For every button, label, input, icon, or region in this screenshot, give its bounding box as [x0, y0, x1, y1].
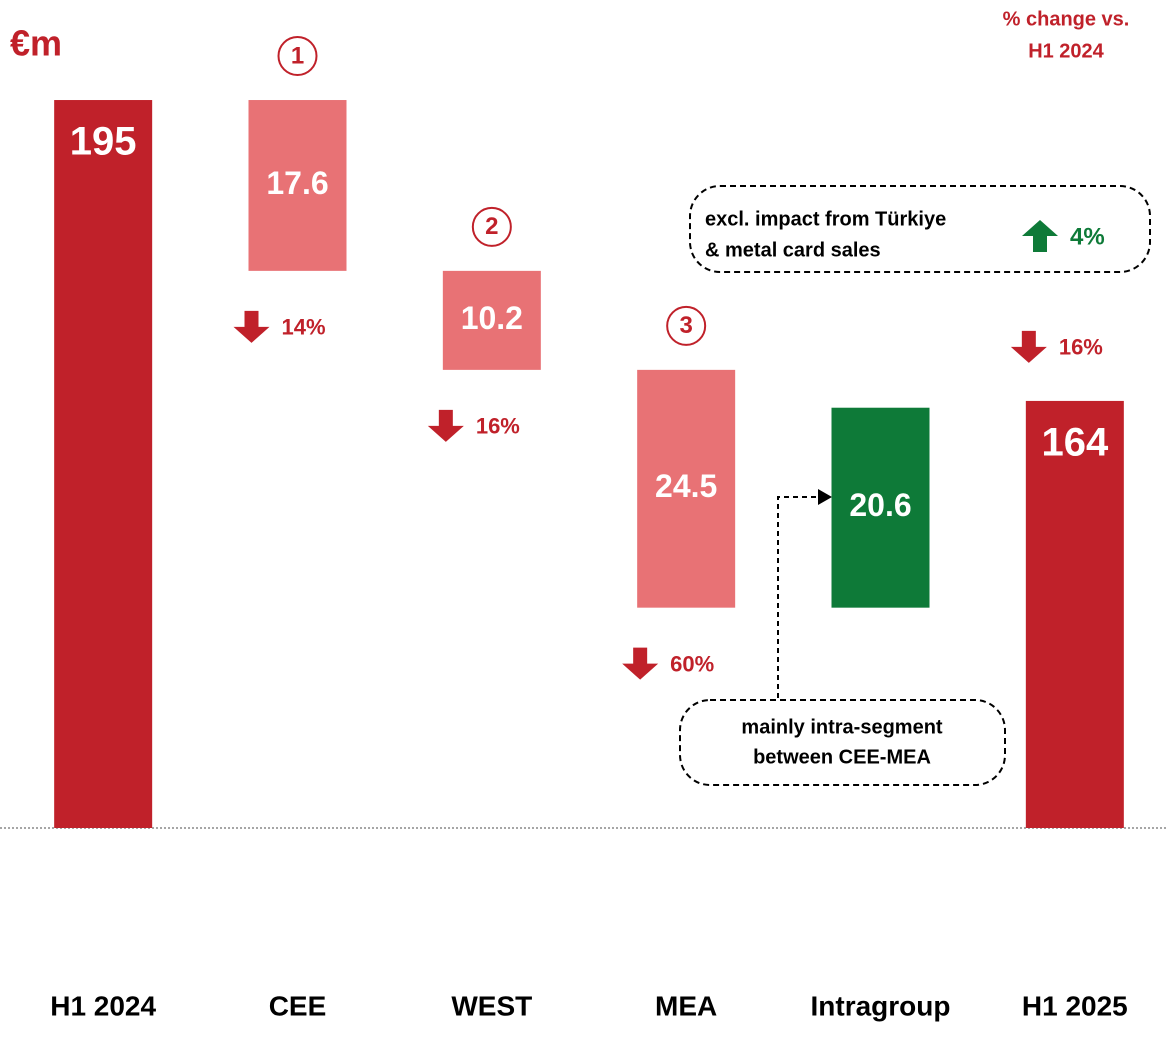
value-label: 10.2: [461, 300, 523, 336]
connector-head: [818, 489, 832, 505]
step-marker: [666, 305, 707, 346]
change-header: % change vs.: [1003, 8, 1130, 30]
note-box: [679, 699, 1006, 786]
change-label: 60%: [670, 651, 714, 676]
chart-title: €m: [10, 23, 62, 64]
x-tick-label: CEE: [269, 990, 327, 1021]
x-tick-label: H1 2024: [50, 990, 156, 1021]
x-tick-label: WEST: [451, 990, 532, 1021]
x-tick-label: Intragroup: [811, 990, 951, 1021]
bar: [1025, 400, 1124, 828]
step-marker: [471, 206, 512, 247]
change-arrow: [1022, 220, 1058, 252]
x-tick-label: H1 2025: [1022, 990, 1128, 1021]
x-tick-label: MEA: [655, 990, 717, 1021]
step-marker-label: 1: [291, 42, 304, 69]
change-label: 4%: [1070, 223, 1105, 250]
change-arrow: [233, 310, 270, 343]
change-label: 14%: [282, 315, 326, 340]
note-text: & metal card sales: [705, 239, 881, 261]
bar: [637, 369, 736, 608]
change-label: 16%: [476, 414, 520, 439]
value-label: 24.5: [655, 468, 717, 504]
note-text: mainly intra-segment: [741, 716, 943, 738]
value-label: 195: [70, 120, 137, 164]
value-label: 17.6: [266, 165, 328, 201]
note-text: excl. impact from Türkiye: [705, 208, 946, 230]
connector: [777, 496, 818, 698]
change-label: 16%: [1059, 335, 1103, 360]
note-text: between CEE-MEA: [753, 746, 931, 768]
value-label: 164: [1041, 420, 1108, 464]
bar: [54, 100, 153, 828]
step-marker-label: 2: [485, 213, 498, 240]
bar: [442, 270, 541, 370]
change-arrow: [427, 409, 464, 442]
bar: [831, 407, 930, 608]
value-label: 20.6: [849, 487, 911, 523]
change-arrow: [1010, 330, 1047, 363]
step-marker-label: 3: [679, 312, 692, 339]
step-marker: [277, 36, 318, 77]
note-box: [689, 185, 1151, 273]
bar: [248, 100, 347, 271]
change-header: H1 2024: [1028, 40, 1104, 62]
change-arrow: [622, 647, 659, 680]
